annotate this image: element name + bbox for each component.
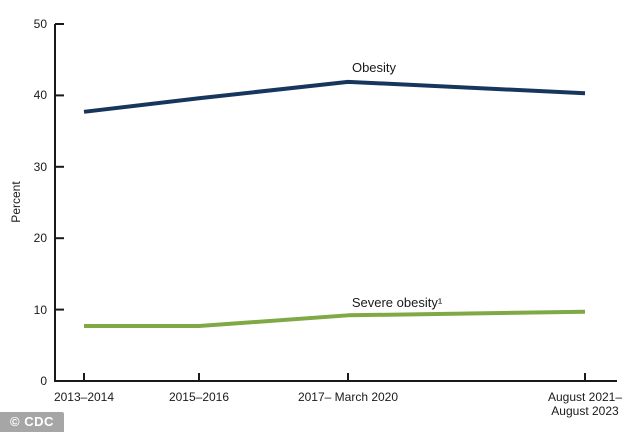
- x-tick-label: August 2021– August 2023: [547, 390, 623, 418]
- y-tick-label: 10: [33, 302, 47, 317]
- cdc-watermark: © CDC: [0, 412, 64, 432]
- severe-obesity-series-label: Severe obesity¹: [351, 295, 443, 310]
- y-tick-label: 40: [33, 88, 47, 103]
- obesity-series-label: Obesity: [351, 60, 397, 75]
- obesity-line: [83, 79, 586, 114]
- x-tick-label: 2017– March 2020: [297, 390, 399, 404]
- y-tick-label: 50: [33, 17, 47, 31]
- x-tick-label: 2013–2014: [53, 390, 115, 404]
- severe-obesity-line: [84, 309, 586, 329]
- y-tick-label: 20: [33, 231, 47, 246]
- y-tick-label: 0: [40, 374, 47, 388]
- x-tick-label: 2015–2016: [168, 390, 230, 404]
- y-tick-label: 30: [33, 159, 47, 174]
